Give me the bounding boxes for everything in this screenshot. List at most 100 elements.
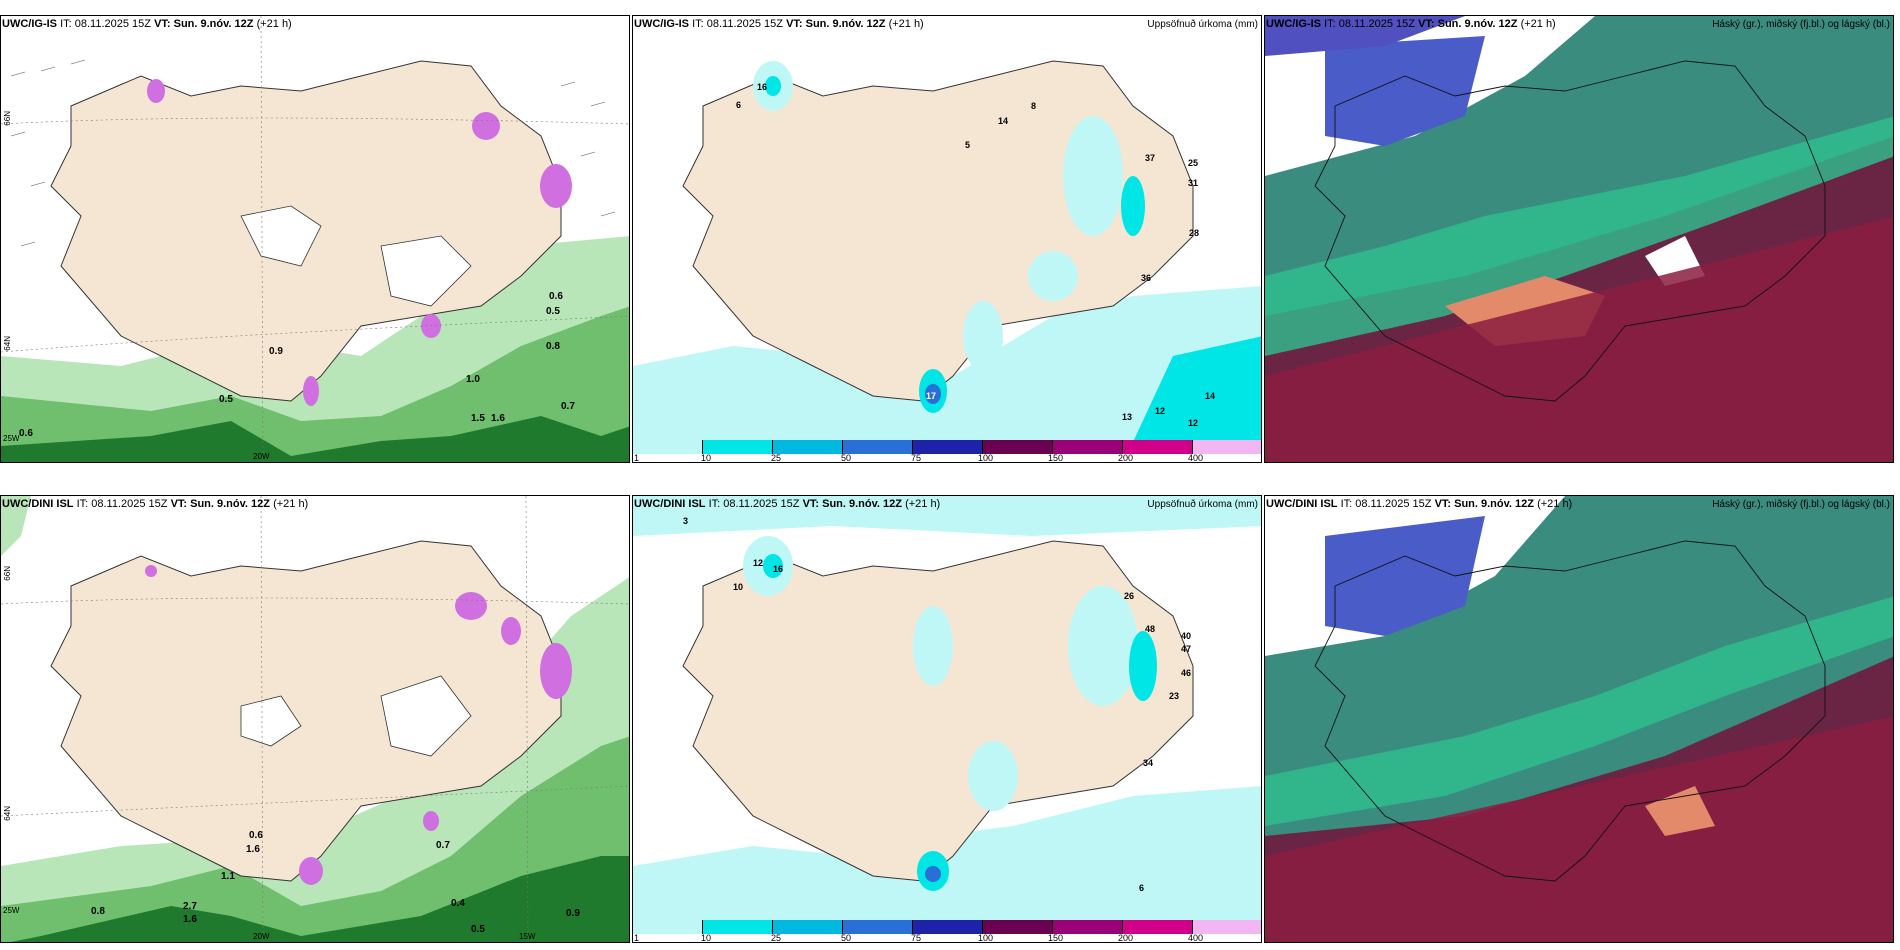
model-name: UWC/DINI ISL	[634, 498, 706, 510]
precip-label: 48	[1145, 624, 1156, 634]
vt-value: Sun. 9.nóv. 12Z	[173, 18, 254, 30]
snow-label: 1.1	[221, 871, 235, 882]
precip-label: 47	[1181, 644, 1192, 654]
map-precip-top	[633, 16, 1261, 462]
precip-label: 46	[1181, 668, 1192, 678]
precip-title: Uppsöfnuð úrkoma (mm)	[1147, 19, 1258, 30]
lead-time: (+21 h)	[256, 18, 292, 30]
precip-label: 12	[1188, 418, 1199, 428]
snow-label: 1.6	[491, 413, 505, 424]
precip-label: 23	[1169, 691, 1180, 701]
precip-label: 34	[1143, 758, 1154, 768]
precip-label: 6	[736, 100, 742, 110]
snow-label: 0.5	[546, 306, 560, 317]
snow-label: 1.6	[183, 914, 197, 925]
snow-label: 1.6	[246, 844, 260, 855]
it-value: 08.11.2025 15Z	[91, 498, 168, 510]
model-name: UWC/IG-IS	[1266, 18, 1321, 30]
lon-label-20w: 20W	[253, 932, 270, 941]
model-name: UWC/IG-IS	[2, 18, 57, 30]
panel-precip-bottom: 3 12 16 10 26 48 40 47 46 23 34 6 1 10 2…	[632, 495, 1262, 943]
vt-value: Sun. 9.nóv. 12Z	[1454, 498, 1534, 510]
cloud-title: Háský (gr.), miðský (fj.bl.) og lágský (…	[1712, 499, 1890, 510]
precip-colorbar-bottom: 1 10 25 50 75 100 150 200 400	[633, 920, 1261, 942]
precip-title: Uppsöfnuð úrkoma (mm)	[1147, 499, 1258, 510]
precip-label: 3	[683, 516, 689, 526]
precip-label: 12	[1155, 406, 1166, 416]
snow-label: 1.0	[466, 374, 480, 385]
snow-label: 0.7	[561, 401, 575, 412]
precip-label: 12	[753, 558, 764, 568]
model-name: UWC/DINI ISL	[1266, 498, 1338, 510]
snow-label: 0.7	[436, 840, 450, 851]
it-label: IT:	[708, 498, 721, 510]
vt-label: VT:	[786, 18, 803, 30]
it-value: 08.11.2025 15Z	[706, 18, 783, 30]
snow-label: 0.5	[219, 394, 233, 405]
snow-label: 0.9	[566, 908, 580, 919]
lon-label-20w: 20W	[253, 452, 270, 461]
precip-label: 36	[1141, 273, 1152, 283]
panel-precip-top: 16 6 5 14 8 37 25 31 28 36 17 13 12 14 1…	[632, 15, 1262, 463]
precip-colorbar-top: 1 10 25 50 75 100 150 200 400	[633, 440, 1261, 462]
lead-time: (+21 h)	[1520, 18, 1556, 30]
vt-label: VT:	[1418, 18, 1435, 30]
vt-value: Sun. 9.nóv. 12Z	[190, 498, 270, 510]
it-label: IT:	[76, 498, 89, 510]
precip-label: 14	[1205, 391, 1216, 401]
lat-label-64n: 64N	[3, 806, 12, 821]
panel-clouds-top	[1264, 15, 1894, 463]
it-label: IT:	[60, 18, 72, 30]
precip-label: 17	[926, 391, 937, 401]
precip-label: 26	[1124, 591, 1135, 601]
lead-time: (+21 h)	[1537, 498, 1573, 510]
panel-wind-snow-top: 0.9 0.5 0.6 1.0 1.5 1.6 0.7 0.6 0.5 0.8 …	[0, 15, 630, 463]
vt-label: VT:	[154, 18, 171, 30]
map-wind-snow-top	[1, 16, 629, 462]
snow-label: 0.9	[269, 346, 283, 357]
map-clouds-top	[1265, 16, 1893, 462]
vt-value: Sun. 9.nóv. 12Z	[805, 18, 886, 30]
precip-label: 31	[1188, 178, 1199, 188]
lat-label-66n: 66N	[3, 566, 12, 581]
it-value: 08.11.2025 15Z	[723, 498, 800, 510]
lead-time: (+21 h)	[273, 498, 309, 510]
lon-label-25w: 25W	[3, 906, 20, 915]
vt-label: VT:	[802, 498, 820, 510]
snow-label: 0.6	[249, 830, 263, 841]
precip-label: 14	[998, 116, 1009, 126]
precip-label: 10	[733, 582, 744, 592]
snow-label: 0.8	[546, 341, 560, 352]
vt-label: VT:	[1434, 498, 1452, 510]
cloud-title: Háský (gr.), miðský (fj.bl.) og lágský (…	[1712, 19, 1890, 30]
snow-label: 1.5	[471, 413, 485, 424]
panel-clouds-bottom	[1264, 495, 1894, 943]
panel-wind-snow-bottom: 0.6 1.6 0.7 1.1 2.7 1.6 0.8 0.9 0.5 0.4 …	[0, 495, 630, 943]
vt-value: Sun. 9.nóv. 12Z	[1437, 18, 1518, 30]
lat-label-64n: 64N	[3, 336, 12, 351]
it-label: IT:	[1324, 18, 1336, 30]
lat-label-66n: 66N	[3, 111, 12, 126]
precip-label: 13	[1122, 412, 1133, 422]
precip-label: 16	[773, 564, 784, 574]
it-value: 08.11.2025 15Z	[1355, 498, 1432, 510]
lead-time: (+21 h)	[905, 498, 941, 510]
it-value: 08.11.2025 15Z	[74, 18, 151, 30]
it-label: IT:	[692, 18, 704, 30]
lon-label-25w: 25W	[3, 434, 20, 443]
precip-label: 28	[1189, 228, 1200, 238]
model-name: UWC/IG-IS	[634, 18, 689, 30]
precip-label: 40	[1181, 631, 1192, 641]
model-name: UWC/DINI ISL	[2, 498, 74, 510]
snow-label: 0.8	[91, 906, 105, 917]
precip-label: 37	[1145, 153, 1156, 163]
lead-time: (+21 h)	[888, 18, 924, 30]
precip-label: 25	[1188, 158, 1199, 168]
it-label: IT:	[1340, 498, 1353, 510]
vt-value: Sun. 9.nóv. 12Z	[822, 498, 902, 510]
precip-label: 5	[965, 140, 971, 150]
map-wind-snow-bottom	[1, 496, 629, 942]
it-value: 08.11.2025 15Z	[1338, 18, 1415, 30]
precip-label: 6	[1139, 883, 1145, 893]
snow-label: 0.5	[471, 924, 485, 935]
